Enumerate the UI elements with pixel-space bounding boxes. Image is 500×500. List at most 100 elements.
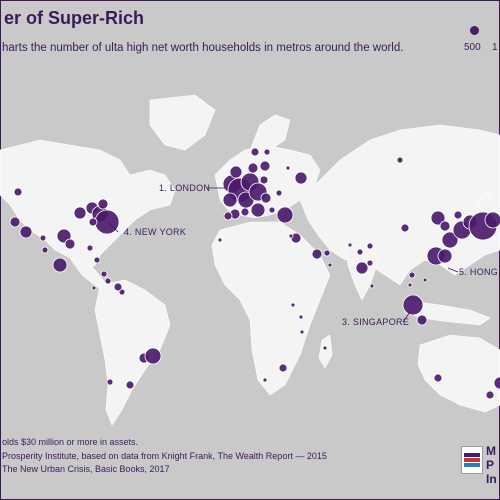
city-bubble	[19, 225, 33, 239]
footer-line-3: The New Urban Crisis, Basic Books, 2017	[2, 464, 170, 474]
page-subtitle: harts the number of ulta high net worth …	[2, 42, 404, 54]
city-bubble	[97, 198, 109, 210]
city-bubble	[366, 259, 374, 267]
city-bubble	[311, 248, 323, 260]
city-bubble	[88, 217, 98, 227]
city-bubble	[64, 238, 76, 250]
singapore-label: 3. SINGAPORE	[342, 317, 409, 327]
scandinavia	[249, 114, 291, 151]
city-bubble	[402, 294, 424, 316]
city-bubble	[355, 261, 369, 275]
city-bubble	[223, 211, 233, 221]
city-bubble	[86, 244, 94, 252]
city-bubble	[100, 270, 108, 278]
city-bubble	[73, 206, 87, 220]
city-bubble	[437, 248, 453, 264]
city-bubble	[94, 209, 120, 235]
city-bubble	[288, 233, 294, 239]
city-bubble	[41, 246, 49, 254]
city-bubble	[299, 329, 305, 335]
singapore-callout-line	[402, 311, 411, 323]
city-bubble	[247, 162, 259, 174]
city-bubble	[422, 277, 428, 283]
city-bubble	[52, 257, 68, 273]
newyork-label: 4. NEW YORK	[124, 227, 186, 237]
city-bubble	[400, 223, 410, 233]
city-bubble	[229, 165, 243, 179]
hongkong-label: 5. HONG K	[459, 267, 500, 277]
city-bubble	[260, 192, 272, 204]
city-bubble	[275, 189, 283, 197]
south-america	[94, 279, 171, 426]
city-bubble	[93, 256, 101, 264]
city-bubble	[144, 347, 162, 365]
city-bubble	[356, 248, 364, 256]
city-bubble	[433, 373, 443, 383]
city-bubble	[366, 242, 374, 250]
footer-notes: olds $30 million or more in assets. Pros…	[2, 436, 327, 477]
size-legend: 500 1	[462, 14, 500, 54]
book-cover-logo	[461, 446, 483, 474]
logo-line-3: In	[486, 472, 497, 486]
city-bubble	[262, 377, 268, 383]
city-bubble	[484, 211, 500, 229]
city-bubble	[322, 345, 328, 351]
footer-line-2: Prosperity Institute, based on data from…	[2, 450, 327, 461]
city-bubble	[91, 285, 97, 291]
city-bubble	[259, 160, 271, 172]
city-bubble	[453, 210, 463, 220]
page-title: er of Super-Rich	[4, 8, 145, 28]
city-bubble	[263, 148, 271, 156]
city-bubble	[298, 314, 304, 320]
city-bubble	[430, 210, 446, 226]
city-bubble	[268, 206, 276, 214]
city-bubble	[408, 271, 416, 279]
greenland	[149, 94, 216, 151]
city-bubble	[250, 147, 260, 157]
city-bubble	[327, 262, 333, 268]
city-bubble	[39, 234, 47, 242]
city-bubble	[106, 378, 114, 386]
city-bubble	[396, 156, 404, 164]
hongkong-callout-line	[447, 267, 459, 273]
callout-labels: 1. LONDON 4. NEW YORK 3. SINGAPORE 5. HO…	[124, 183, 500, 327]
madagascar	[318, 334, 333, 369]
city-bubble	[347, 242, 353, 248]
newyork-callout-line	[107, 221, 119, 233]
city-bubble	[290, 302, 296, 308]
legend-label-partial: 1	[492, 42, 498, 53]
city-bubble	[9, 216, 21, 228]
city-bubble	[240, 207, 250, 217]
london-label: 1. LONDON	[159, 183, 210, 193]
city-bubble	[259, 175, 269, 185]
city-bubble	[250, 202, 266, 218]
city-bubble	[407, 282, 413, 288]
city-bubble	[278, 363, 288, 373]
institute-logo-text: M P In	[486, 444, 497, 486]
legend-label: 500	[464, 42, 481, 53]
city-bubble	[323, 249, 331, 257]
legend-dot	[470, 26, 479, 35]
city-bubble	[294, 171, 308, 185]
crisis-seal-icon	[463, 451, 481, 469]
land-layer	[0, 94, 500, 426]
city-bubble	[217, 237, 223, 243]
australia	[417, 334, 500, 413]
city-bubble	[104, 277, 112, 285]
city-bubble	[276, 206, 294, 224]
city-bubble	[125, 380, 135, 390]
callout-lines	[107, 187, 459, 323]
bubble-layer	[9, 147, 500, 400]
city-bubble	[493, 376, 500, 390]
city-bubble	[416, 314, 428, 326]
africa	[211, 221, 331, 396]
city-bubble	[439, 220, 451, 232]
city-bubble	[13, 187, 23, 197]
logo-line-1: M	[486, 444, 496, 458]
city-bubble	[485, 390, 495, 400]
city-bubble	[113, 282, 123, 292]
city-bubble	[222, 192, 238, 208]
city-bubble	[369, 283, 375, 289]
logo-line-2: P	[486, 458, 495, 472]
